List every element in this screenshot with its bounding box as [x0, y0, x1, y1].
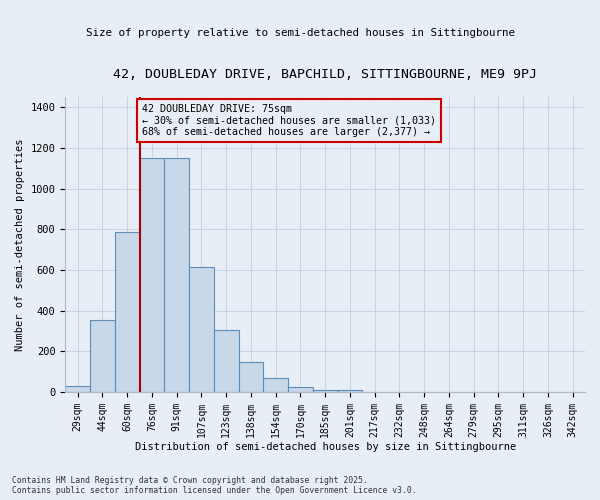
- Bar: [263, 378, 288, 392]
- Bar: [164, 158, 189, 392]
- X-axis label: Distribution of semi-detached houses by size in Sittingbourne: Distribution of semi-detached houses by …: [134, 442, 516, 452]
- Bar: [214, 330, 239, 392]
- Title: 42, DOUBLEDAY DRIVE, BAPCHILD, SITTINGBOURNE, ME9 9PJ: 42, DOUBLEDAY DRIVE, BAPCHILD, SITTINGBO…: [113, 68, 537, 80]
- Bar: [65, 386, 90, 392]
- Bar: [313, 390, 338, 392]
- Bar: [288, 388, 313, 392]
- Bar: [90, 320, 115, 392]
- Bar: [115, 232, 140, 392]
- Y-axis label: Number of semi-detached properties: Number of semi-detached properties: [15, 138, 25, 350]
- Bar: [189, 267, 214, 392]
- Text: Contains HM Land Registry data © Crown copyright and database right 2025.
Contai: Contains HM Land Registry data © Crown c…: [12, 476, 416, 495]
- Bar: [239, 362, 263, 392]
- Bar: [140, 158, 164, 392]
- Text: 42 DOUBLEDAY DRIVE: 75sqm
← 30% of semi-detached houses are smaller (1,033)
68% : 42 DOUBLEDAY DRIVE: 75sqm ← 30% of semi-…: [142, 104, 436, 138]
- Text: Size of property relative to semi-detached houses in Sittingbourne: Size of property relative to semi-detach…: [86, 28, 515, 38]
- Bar: [338, 390, 362, 392]
